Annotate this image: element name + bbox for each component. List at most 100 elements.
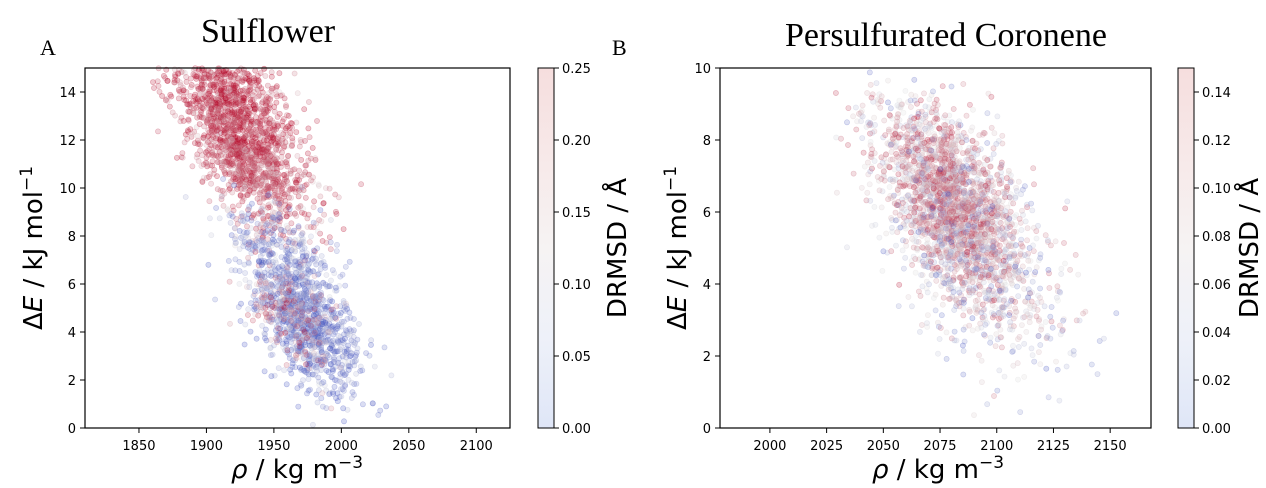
data-point [303, 280, 310, 287]
data-point [239, 118, 246, 124]
data-point [333, 248, 340, 254]
data-point [206, 145, 213, 152]
data-point [235, 124, 242, 130]
data-point [187, 93, 194, 99]
data-point [960, 312, 967, 319]
data-point [234, 155, 241, 162]
data-point [381, 344, 388, 351]
data-point [893, 159, 900, 166]
data-point [267, 116, 273, 122]
data-point [227, 73, 234, 80]
data-point [871, 203, 878, 210]
data-point [238, 149, 245, 155]
data-point [175, 95, 182, 102]
data-point [211, 113, 218, 120]
data-point [225, 93, 232, 100]
data-point [274, 139, 281, 146]
data-point [299, 253, 306, 260]
y-tick-label: 4 [68, 326, 76, 341]
data-point [183, 79, 190, 85]
data-point [1033, 228, 1040, 234]
data-point [171, 77, 178, 83]
data-point [194, 95, 201, 102]
data-point [264, 192, 271, 198]
data-point [230, 81, 237, 88]
data-point [896, 281, 903, 288]
data-point [908, 104, 914, 110]
data-point [366, 352, 373, 359]
data-point [281, 281, 287, 288]
data-point [890, 194, 897, 200]
data-point [276, 301, 283, 308]
data-point [228, 146, 235, 153]
data-point [265, 171, 271, 178]
data-point [232, 267, 239, 274]
data-point [234, 160, 241, 167]
data-point [285, 112, 292, 119]
data-point [264, 135, 271, 142]
data-point [292, 237, 298, 243]
data-point [220, 68, 226, 75]
data-point [245, 254, 251, 261]
data-point [264, 131, 270, 138]
data-point [247, 153, 254, 160]
data-point [194, 73, 201, 79]
data-point [358, 181, 364, 188]
data-point [226, 142, 233, 149]
data-point [323, 405, 330, 411]
data-point [235, 96, 242, 103]
data-point [265, 204, 272, 211]
data-point [211, 80, 218, 87]
data-point [197, 111, 204, 118]
data-point [316, 314, 323, 321]
data-point [328, 306, 335, 313]
data-point [247, 156, 254, 163]
data-point [265, 90, 272, 97]
data-point [176, 67, 182, 73]
data-point [1034, 300, 1041, 306]
data-point [314, 118, 320, 124]
data-point [250, 119, 256, 125]
data-point [208, 136, 215, 142]
data-point [227, 74, 234, 81]
data-point [337, 364, 343, 371]
data-point [274, 290, 281, 297]
data-point [205, 116, 211, 123]
data-point [230, 75, 237, 82]
chart-title: Sulflower [201, 13, 336, 50]
data-point [216, 215, 223, 222]
data-point [210, 152, 217, 158]
data-point [221, 105, 228, 111]
data-point [371, 363, 378, 370]
data-point [234, 140, 241, 147]
data-point [319, 306, 325, 312]
data-point [262, 326, 269, 333]
data-point [273, 125, 280, 132]
data-point [214, 68, 221, 74]
data-point [175, 71, 182, 77]
data-point [969, 124, 976, 131]
data-point [284, 123, 291, 130]
data-point [296, 143, 303, 150]
data-point [154, 78, 161, 85]
data-point [353, 352, 359, 359]
data-point [274, 122, 281, 129]
data-point [241, 147, 248, 153]
data-point [245, 90, 252, 97]
data-point [253, 114, 259, 121]
data-point [293, 355, 300, 362]
data-point [258, 212, 265, 218]
data-point [244, 166, 251, 173]
data-point [245, 92, 252, 99]
data-point [317, 207, 324, 213]
data-point [240, 95, 247, 101]
data-point [341, 348, 348, 355]
data-point [221, 167, 228, 174]
data-point [272, 267, 279, 274]
data-point [327, 239, 334, 246]
data-point [289, 135, 296, 142]
data-point [294, 152, 301, 159]
data-point [220, 160, 226, 166]
data-point [259, 220, 266, 227]
data-point [218, 72, 225, 79]
